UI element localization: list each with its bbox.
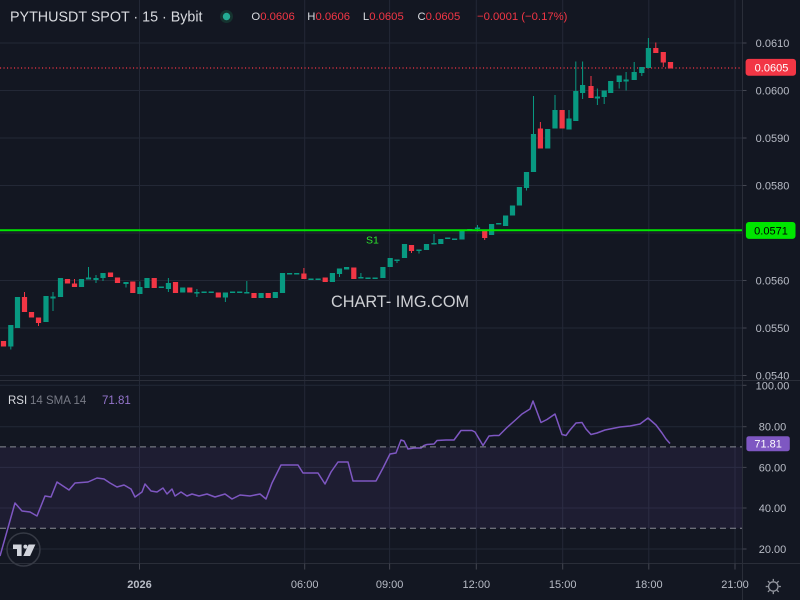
svg-text:0.0610: 0.0610 [756, 38, 790, 50]
svg-text:40.00: 40.00 [759, 503, 787, 515]
svg-text:80.00: 80.00 [759, 422, 787, 434]
svg-text:06:00: 06:00 [291, 579, 319, 591]
svg-text:71.81: 71.81 [754, 439, 782, 451]
svg-text:15:00: 15:00 [549, 579, 577, 591]
svg-text:0.0580: 0.0580 [756, 181, 790, 193]
svg-text:20.00: 20.00 [759, 544, 787, 556]
svg-text:0.0590: 0.0590 [756, 133, 790, 145]
svg-text:18:00: 18:00 [635, 579, 663, 591]
svg-text:PYTHUSDT SPOT · 15 · Bybit: PYTHUSDT SPOT · 15 · Bybit [10, 10, 203, 26]
svg-text:0.0550: 0.0550 [756, 323, 790, 335]
svg-text:09:00: 09:00 [376, 579, 404, 591]
svg-text:60.00: 60.00 [759, 462, 787, 474]
svg-text:100.00: 100.00 [756, 380, 790, 392]
svg-text:S1: S1 [366, 235, 379, 247]
svg-text:12:00: 12:00 [463, 579, 491, 591]
svg-text:0.0600: 0.0600 [756, 86, 790, 98]
svg-text:2026: 2026 [127, 579, 151, 591]
svg-text:0.0605: 0.0605 [755, 62, 789, 74]
svg-text:0.0560: 0.0560 [756, 276, 790, 288]
svg-text:21:00: 21:00 [721, 579, 749, 591]
svg-text:0.0540: 0.0540 [756, 371, 790, 383]
svg-text:0.0571: 0.0571 [754, 225, 788, 237]
svg-text:CHART- IMG.COM: CHART- IMG.COM [331, 293, 469, 311]
